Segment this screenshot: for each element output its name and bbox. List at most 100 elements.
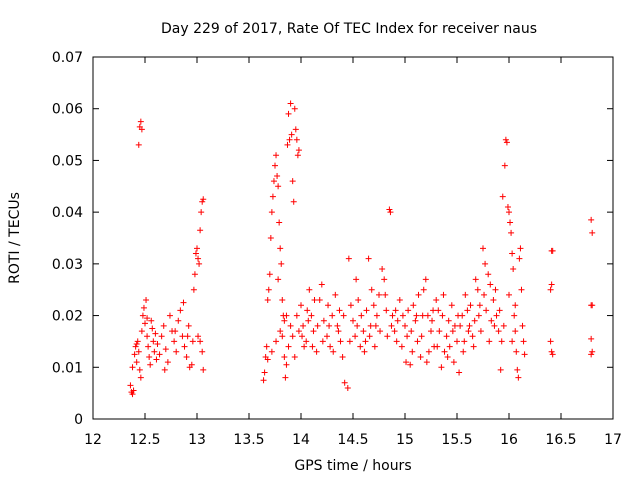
- data-point: [290, 198, 297, 205]
- data-point: [407, 361, 414, 368]
- data-point: [589, 229, 596, 236]
- data-point: [287, 322, 294, 329]
- data-point: [483, 307, 490, 314]
- data-point: [548, 348, 555, 355]
- data-point: [480, 245, 486, 252]
- data-point: [129, 391, 136, 398]
- x-tick-label: 16.5: [545, 432, 576, 448]
- data-point: [261, 369, 268, 376]
- data-point: [183, 353, 190, 360]
- data-point: [419, 312, 426, 319]
- data-point: [277, 328, 284, 335]
- data-point: [509, 250, 516, 257]
- data-point: [330, 348, 337, 355]
- data-point: [197, 227, 204, 234]
- data-point: [477, 328, 484, 335]
- data-point: [131, 351, 138, 358]
- data-point: [260, 377, 267, 384]
- data-point: [440, 291, 447, 298]
- y-tick-label: 0.07: [52, 50, 83, 66]
- data-point: [194, 245, 200, 252]
- data-point: [179, 333, 186, 340]
- data-point: [444, 353, 451, 360]
- data-point: [368, 286, 375, 293]
- data-point: [588, 216, 595, 223]
- data-point: [272, 162, 278, 169]
- data-point: [547, 338, 554, 345]
- data-point: [148, 317, 155, 324]
- data-point: [475, 312, 482, 319]
- data-point: [482, 260, 489, 267]
- data-point: [284, 141, 291, 148]
- x-tick-label: 16: [500, 432, 518, 448]
- data-point: [161, 366, 168, 373]
- data-points: [127, 100, 596, 398]
- data-point: [464, 307, 471, 314]
- data-point: [199, 198, 206, 205]
- data-point: [433, 297, 440, 304]
- data-point: [199, 348, 206, 355]
- data-point: [133, 359, 140, 366]
- data-point: [195, 333, 202, 340]
- data-point: [425, 348, 432, 355]
- data-point: [361, 348, 368, 355]
- data-point: [445, 317, 452, 324]
- data-point: [146, 353, 153, 360]
- data-point: [471, 317, 478, 324]
- data-point: [200, 196, 207, 203]
- data-point: [451, 322, 458, 329]
- data-point: [518, 286, 525, 293]
- data-point: [476, 302, 483, 309]
- data-point: [288, 131, 295, 138]
- data-point: [316, 297, 323, 304]
- data-point: [197, 338, 204, 345]
- data-point: [549, 247, 556, 254]
- data-point: [301, 343, 308, 350]
- data-point: [497, 366, 504, 373]
- data-point: [130, 387, 137, 394]
- data-point: [448, 302, 455, 309]
- data-point: [287, 100, 294, 107]
- data-point: [285, 110, 292, 117]
- data-point: [460, 348, 467, 355]
- data-point: [429, 317, 436, 324]
- y-tick-label: 0.04: [52, 205, 83, 221]
- data-point: [507, 219, 514, 226]
- data-point: [285, 343, 292, 350]
- data-point: [470, 343, 477, 350]
- data-point: [465, 328, 472, 335]
- data-point: [274, 172, 281, 179]
- data-point: [449, 328, 456, 335]
- data-point: [502, 136, 509, 143]
- y-tick-label: 0.01: [52, 360, 83, 376]
- data-point: [547, 286, 554, 293]
- data-point: [298, 302, 304, 309]
- data-point: [454, 338, 460, 345]
- data-point: [281, 317, 288, 324]
- x-tick-label: 14.5: [337, 432, 368, 448]
- data-point: [295, 147, 302, 154]
- data-point: [279, 297, 286, 304]
- data-point: [517, 245, 524, 252]
- data-point: [439, 312, 446, 319]
- data-point: [366, 333, 373, 340]
- data-point: [511, 312, 518, 319]
- data-point: [275, 276, 282, 283]
- data-point: [318, 281, 325, 288]
- data-point: [139, 312, 146, 319]
- data-point: [370, 302, 377, 309]
- data-point: [189, 338, 196, 345]
- data-point: [496, 307, 503, 314]
- data-point: [145, 343, 152, 350]
- data-point: [408, 328, 415, 335]
- data-point: [365, 255, 372, 262]
- data-point: [548, 281, 555, 288]
- data-point: [350, 317, 356, 324]
- y-tick-label: 0: [74, 412, 83, 428]
- data-point: [269, 193, 276, 200]
- data-point: [450, 359, 457, 366]
- data-point: [399, 312, 406, 319]
- data-point: [263, 343, 270, 350]
- data-point: [415, 291, 422, 298]
